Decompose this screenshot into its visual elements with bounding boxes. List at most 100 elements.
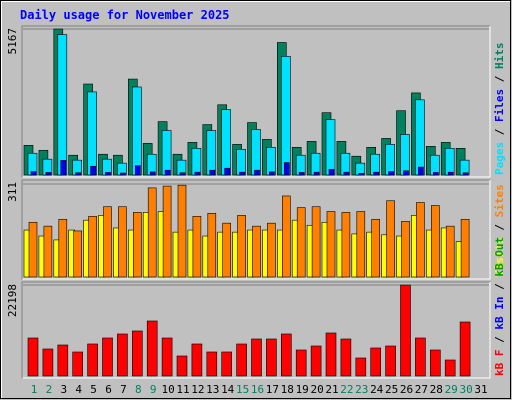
bar bbox=[73, 230, 82, 278]
legend: Visits / Sites bbox=[493, 184, 506, 277]
x-tick-label: 27 bbox=[415, 383, 428, 396]
legend-separator: / bbox=[493, 69, 506, 89]
x-tick-label: 19 bbox=[296, 383, 309, 396]
legend-entry: Pages bbox=[493, 142, 506, 175]
panel-edge bbox=[22, 26, 491, 178]
legend: Pages / Files / Hits bbox=[493, 43, 506, 176]
legend-entry: Files bbox=[493, 89, 506, 122]
bar bbox=[447, 171, 454, 176]
bar bbox=[87, 91, 97, 176]
bar bbox=[251, 129, 261, 176]
bar bbox=[429, 154, 440, 176]
bar bbox=[149, 171, 156, 176]
bar bbox=[266, 338, 277, 377]
bar bbox=[283, 162, 290, 176]
bar bbox=[385, 345, 396, 377]
bar bbox=[90, 165, 96, 176]
bar bbox=[400, 134, 410, 176]
bar bbox=[358, 173, 365, 176]
bar bbox=[266, 147, 276, 176]
bar bbox=[207, 213, 217, 278]
x-tick-label: 30 bbox=[459, 383, 472, 396]
x-tick-label: 5 bbox=[90, 383, 97, 396]
bar bbox=[206, 351, 218, 377]
x-tick-label: 1 bbox=[31, 383, 38, 396]
bar bbox=[254, 169, 260, 176]
legend-entry: Hits bbox=[493, 43, 506, 70]
x-tick-label: 21 bbox=[325, 383, 338, 396]
bar bbox=[132, 86, 142, 176]
bar bbox=[28, 221, 38, 278]
bar bbox=[313, 171, 320, 176]
bar bbox=[236, 343, 247, 377]
legend-separator: / bbox=[493, 277, 506, 297]
bar bbox=[310, 345, 322, 377]
bar bbox=[281, 195, 291, 278]
bar bbox=[221, 351, 232, 377]
bar bbox=[75, 172, 81, 176]
bar bbox=[206, 130, 217, 176]
legend-entry: Visits bbox=[493, 237, 506, 277]
legend-separator: / bbox=[493, 217, 506, 237]
panel-edge bbox=[22, 180, 491, 280]
bar bbox=[132, 330, 143, 377]
bar bbox=[42, 348, 54, 377]
bar bbox=[269, 171, 275, 176]
bar bbox=[295, 154, 306, 176]
x-tick-label: 9 bbox=[150, 383, 157, 396]
bar bbox=[371, 218, 381, 278]
legend-entry: Sites bbox=[493, 184, 506, 217]
bar bbox=[222, 222, 231, 278]
x-tick-label: 6 bbox=[105, 383, 112, 396]
y-tick-label: 311 bbox=[6, 182, 19, 202]
bar bbox=[296, 207, 306, 278]
y-tick-label: 22198 bbox=[6, 284, 19, 317]
bar bbox=[58, 218, 68, 278]
bar bbox=[177, 184, 187, 278]
bar bbox=[298, 172, 305, 176]
bar bbox=[176, 355, 188, 377]
bar bbox=[373, 171, 380, 176]
bar bbox=[161, 130, 172, 176]
bar bbox=[429, 349, 441, 377]
bar bbox=[460, 218, 470, 278]
bar bbox=[120, 172, 126, 176]
bar bbox=[280, 56, 291, 176]
x-tick-label: 20 bbox=[310, 383, 323, 396]
bar bbox=[386, 200, 395, 278]
legend-separator: / bbox=[493, 122, 506, 142]
bar bbox=[388, 171, 394, 176]
bar bbox=[328, 169, 335, 176]
bar bbox=[251, 338, 262, 377]
legend-entry: kB Out bbox=[493, 237, 506, 277]
bar bbox=[401, 221, 410, 278]
panel-edge bbox=[22, 282, 491, 379]
bar bbox=[267, 222, 276, 278]
bar bbox=[415, 99, 425, 176]
x-tick-label: 14 bbox=[221, 383, 235, 396]
bar bbox=[57, 34, 68, 176]
x-tick-label: 26 bbox=[400, 383, 413, 396]
x-tick-label: 15 bbox=[236, 383, 249, 396]
bar bbox=[356, 211, 366, 278]
x-tick-label: 17 bbox=[266, 383, 279, 396]
bar bbox=[224, 167, 230, 176]
bar bbox=[325, 332, 337, 377]
chart-title: Daily usage for November 2025 bbox=[20, 8, 230, 22]
bar bbox=[103, 206, 112, 278]
bar bbox=[57, 344, 69, 377]
bar bbox=[311, 206, 321, 278]
bar bbox=[236, 148, 246, 176]
bar bbox=[162, 185, 172, 278]
bar bbox=[400, 284, 411, 377]
bar bbox=[117, 333, 128, 377]
x-tick-label: 22 bbox=[340, 383, 353, 396]
x-tick-label: 10 bbox=[161, 383, 174, 396]
bar bbox=[310, 152, 321, 176]
x-tick-label: 12 bbox=[191, 383, 204, 396]
bar bbox=[355, 357, 367, 377]
x-tick-label: 8 bbox=[135, 383, 142, 396]
